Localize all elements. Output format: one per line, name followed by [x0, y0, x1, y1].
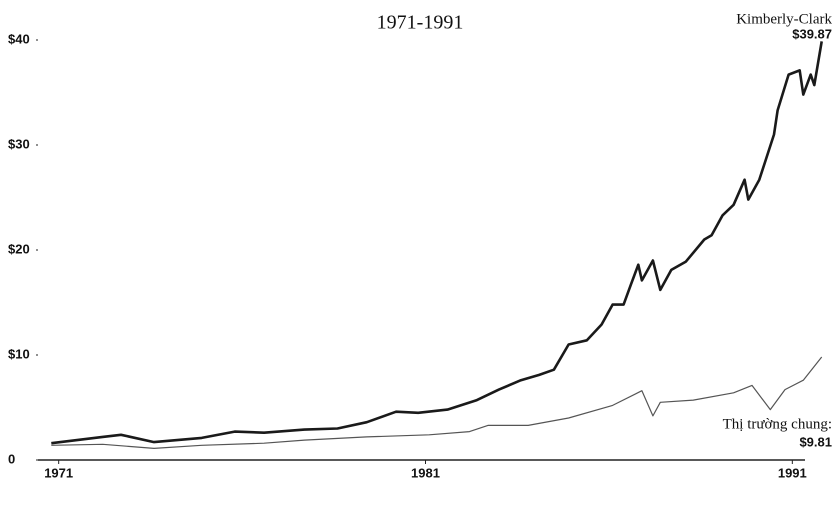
y-tick-label: $20: [8, 241, 30, 256]
end-value-label: $9.81: [799, 434, 832, 449]
chart-title: 1971-1991: [377, 12, 464, 34]
y-tick-label: $30: [8, 136, 30, 151]
series-line: [51, 41, 823, 445]
x-tick-label: 1971: [44, 465, 73, 480]
series-line: [51, 356, 823, 449]
y-tick-label: $10: [8, 346, 30, 361]
y-tick-label: $40: [8, 31, 30, 46]
end-value-label: $39.87: [792, 26, 832, 41]
series-name-label: Kimberly-Clark: [736, 11, 832, 27]
x-tick-label: 1991: [778, 465, 807, 480]
y-tick-label: 0: [8, 451, 15, 466]
x-tick-label: 1981: [411, 465, 440, 480]
series-name-label: Thị trường chung:: [723, 416, 832, 432]
